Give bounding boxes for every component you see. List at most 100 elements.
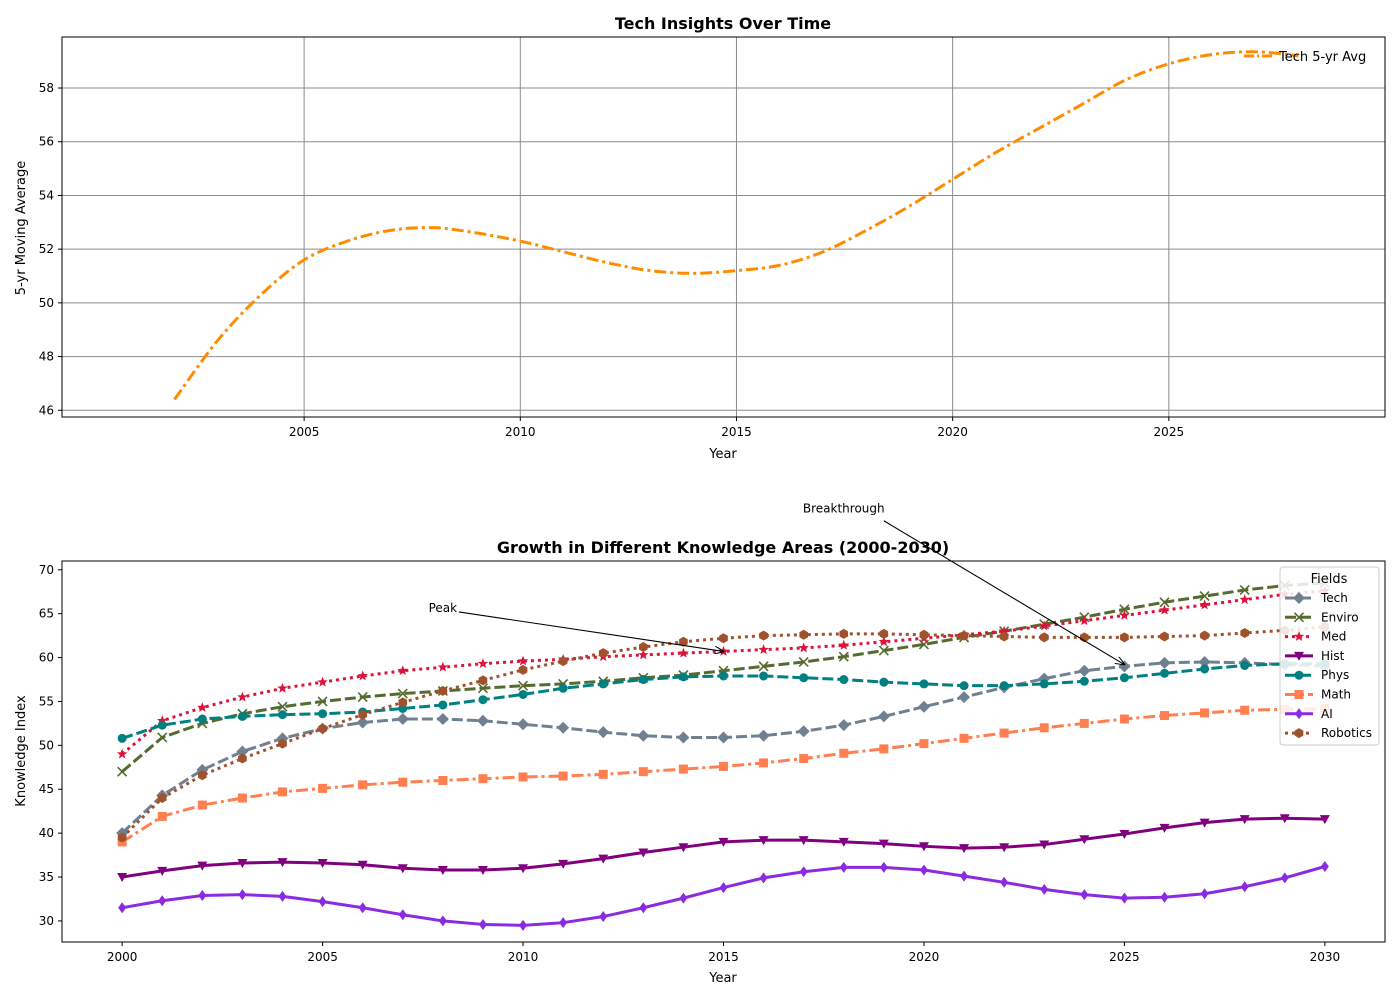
data-point-hist <box>518 864 529 874</box>
data-point-math <box>518 772 528 782</box>
data-point-med <box>798 642 809 653</box>
data-point-tech <box>837 719 850 732</box>
legend-marker-robotics <box>1294 728 1304 739</box>
data-point-ai <box>278 890 287 902</box>
data-point-med <box>1159 604 1170 615</box>
data-point-tech <box>1158 656 1171 669</box>
data-point-med <box>397 665 409 676</box>
legend-marker-med <box>1293 631 1305 642</box>
series-line-ai <box>121 865 1326 927</box>
data-point-ai <box>198 889 207 901</box>
data-point-math <box>959 733 969 743</box>
chart1-x-tick-label: 2010 <box>505 425 536 439</box>
data-point-med <box>517 655 529 666</box>
knowledge-growth-chart: Growth in Different Knowledge Areas (200… <box>14 502 1386 986</box>
data-point-hist <box>999 843 1010 853</box>
chart2-ticks: 2000 2005 2010 2015 2020 2025 2030 30 35 40 45 50 55… <box>39 563 1340 964</box>
data-point-phys <box>799 673 809 683</box>
data-point-phys <box>759 671 769 681</box>
chart1-y-tick-label: 58 <box>39 81 54 95</box>
moving-average-chart: Tech Insights Over Time 2005 2010 2015 2020… <box>14 14 1386 462</box>
chart2-x-axis-label: Year <box>708 971 737 986</box>
data-point-robotics <box>879 628 889 639</box>
chart1-legend-label: Tech 5-yr Avg <box>1278 50 1366 65</box>
data-point-phys <box>558 683 568 693</box>
chart2-y-tick-label: 40 <box>39 826 54 840</box>
data-point-robotics <box>157 793 167 804</box>
data-point-robotics <box>679 636 688 647</box>
data-point-math <box>237 793 247 803</box>
annotation-breakthrough-arrow <box>883 520 1125 665</box>
series-phys <box>117 659 1330 743</box>
data-point-robotics <box>358 709 368 720</box>
data-point-enviro <box>1159 597 1170 608</box>
data-point-phys <box>157 720 167 730</box>
chart1-y-tick-label: 54 <box>39 188 54 202</box>
data-point-tech <box>717 731 730 744</box>
data-point-ai <box>1160 891 1169 903</box>
chart2-x-tick-label: 2015 <box>708 950 739 964</box>
data-point-math <box>1039 723 1049 733</box>
data-point-ai <box>118 902 127 914</box>
data-point-robotics <box>799 629 809 640</box>
chart1-ticks: 2005 2010 2015 2020 2025 46 48 50 52 54 56 58 <box>39 81 1184 439</box>
data-point-ai <box>719 882 728 894</box>
data-point-robotics <box>398 697 408 708</box>
data-point-ai <box>1120 892 1129 904</box>
data-point-math <box>919 739 929 749</box>
data-point-med <box>357 670 368 681</box>
annotation-peak-arrow <box>458 611 724 652</box>
data-point-math <box>759 758 769 768</box>
data-point-phys <box>278 710 287 720</box>
data-point-robotics <box>197 770 207 781</box>
chart2-y-tick-label: 30 <box>39 914 54 928</box>
data-point-robotics <box>919 629 929 640</box>
data-point-phys <box>478 695 488 705</box>
data-point-med <box>1199 599 1210 610</box>
data-point-med <box>638 649 649 660</box>
data-point-ai <box>679 892 688 904</box>
data-point-ai <box>839 861 848 873</box>
data-point-robotics <box>598 648 608 659</box>
data-point-phys <box>839 675 849 685</box>
chart2-y-tick-label: 55 <box>39 694 54 708</box>
series-line-hist <box>121 816 1325 879</box>
data-point-robotics <box>278 738 287 749</box>
chart2-y-tick-label: 70 <box>39 563 54 577</box>
data-point-enviro <box>157 732 168 743</box>
data-point-tech <box>597 726 610 739</box>
data-point-phys <box>1240 660 1250 670</box>
data-point-math <box>157 811 167 821</box>
legend-marker-enviro <box>1293 612 1305 623</box>
data-point-enviro <box>1239 584 1250 596</box>
data-point-hist <box>838 837 849 847</box>
data-point-ai <box>438 915 447 927</box>
chart2-legend-box <box>1279 566 1380 746</box>
data-point-hist <box>718 837 729 847</box>
moving-average-line <box>173 50 1299 401</box>
data-point-robotics <box>759 630 768 641</box>
data-point-robotics <box>117 832 127 843</box>
data-point-phys <box>879 677 889 687</box>
data-point-hist <box>798 836 809 846</box>
data-point-math <box>678 764 688 774</box>
legend-label-tech: Tech <box>1320 591 1348 605</box>
data-point-phys <box>959 681 969 691</box>
data-point-ai <box>318 896 327 908</box>
annotation-peak-label: Peak <box>429 601 458 615</box>
data-point-math <box>478 774 488 784</box>
data-point-phys <box>197 714 207 724</box>
data-point-hist <box>558 859 569 869</box>
chart2-x-tick-label: 2010 <box>508 950 539 964</box>
data-point-hist <box>477 866 488 876</box>
chart1-y-axis-label: 5-yr Moving Average <box>14 161 29 295</box>
data-point-enviro <box>798 656 809 668</box>
data-point-ai <box>960 870 969 882</box>
data-point-enviro <box>1199 591 1210 602</box>
data-point-math <box>1200 708 1210 718</box>
data-point-med <box>437 661 449 672</box>
data-point-ai <box>1280 872 1289 884</box>
data-point-math <box>1119 714 1129 724</box>
data-point-med <box>156 715 168 726</box>
